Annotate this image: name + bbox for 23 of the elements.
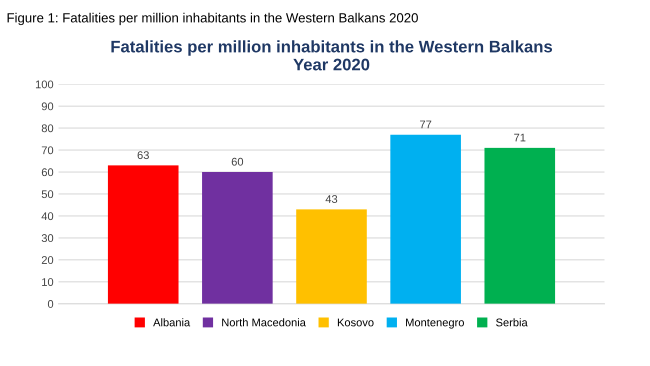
legend-label: North Macedonia: [222, 318, 306, 326]
y-tick-label: 40: [42, 212, 54, 220]
y-tick-label: 10: [42, 278, 54, 286]
y-tick-label: 50: [42, 190, 54, 198]
y-tick-label: 20: [42, 256, 54, 264]
legend-label: Kosovo: [338, 318, 374, 326]
y-tick-label: 70: [42, 146, 54, 154]
data-label: 63: [138, 151, 149, 160]
data-label: 77: [420, 120, 432, 128]
y-tick-label: 100: [36, 80, 54, 88]
legend-label: Serbia: [496, 318, 528, 326]
legend-label: Montenegro: [406, 318, 464, 329]
y-tick-label: 80: [42, 124, 54, 132]
data-label: 71: [514, 134, 526, 142]
chart-title: Fatalities per million inhabitants in the Western Balkans Year 2020: [111, 40, 552, 70]
y-tick-label: 30: [42, 234, 54, 242]
data-label: 43: [326, 195, 338, 203]
data-label: 60: [232, 158, 244, 166]
legend-label: Albania: [153, 318, 190, 326]
y-tick-label: 90: [42, 102, 54, 110]
y-tick-label: 60: [42, 168, 54, 176]
caption: Figure 1: Fatalities per million inhabitants in the Western Balkans 2020: [8, 12, 418, 26]
y-tick-label: 0: [48, 300, 54, 308]
